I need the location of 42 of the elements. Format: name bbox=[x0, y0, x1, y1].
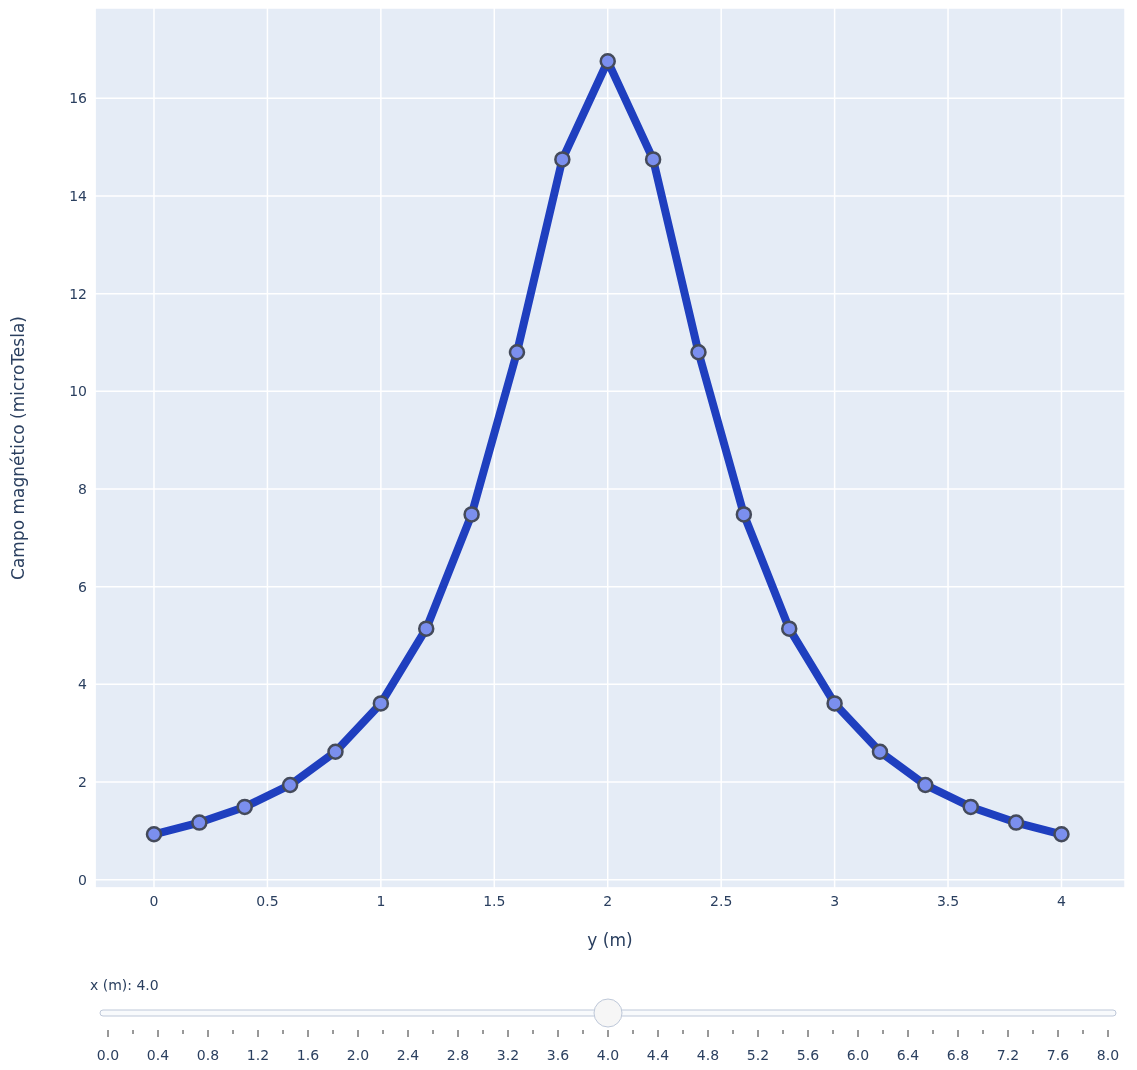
y-tick-label: 16 bbox=[69, 90, 88, 107]
x-axis-title: y (m) bbox=[587, 930, 633, 950]
text: x (m): 4.0 bbox=[90, 977, 159, 993]
x-tick-label: 0 bbox=[149, 892, 159, 909]
text: 0.8 bbox=[196, 1047, 220, 1063]
text: 5.2 bbox=[746, 1047, 770, 1063]
text: 0.4 bbox=[146, 1047, 170, 1063]
text: 3.2 bbox=[496, 1047, 520, 1063]
text: 5.6 bbox=[796, 1047, 820, 1063]
x-tick-label: 4 bbox=[1057, 892, 1067, 909]
y-tick-label: 12 bbox=[69, 285, 87, 302]
text: 8.0 bbox=[1096, 1047, 1120, 1063]
y-tick-label: 8 bbox=[78, 480, 87, 497]
y-tick-label: 0 bbox=[78, 871, 87, 888]
text: 4.4 bbox=[646, 1047, 670, 1063]
y-tick-label: 14 bbox=[69, 187, 88, 204]
y-tick-label: 10 bbox=[69, 383, 87, 400]
text: 6.4 bbox=[896, 1047, 920, 1063]
y-axis-title: Campo magnético (microTesla) bbox=[8, 316, 29, 580]
text: 1.6 bbox=[296, 1047, 320, 1063]
x-tick-label: 0.5 bbox=[256, 892, 279, 909]
text: 7.6 bbox=[1046, 1047, 1070, 1063]
text: 7.2 bbox=[996, 1047, 1020, 1063]
x-tick-label: 1 bbox=[376, 892, 386, 909]
text: 0.0 bbox=[96, 1047, 120, 1063]
x-tick-label: 3.5 bbox=[936, 892, 960, 909]
y-tick-label: 2 bbox=[78, 774, 87, 790]
y-tick-label: 6 bbox=[78, 578, 88, 595]
text: 6.8 bbox=[946, 1047, 970, 1063]
y-tick-label: 4 bbox=[78, 676, 88, 693]
text: 2.8 bbox=[446, 1047, 470, 1063]
x-tick-label: 2 bbox=[603, 892, 613, 909]
text: 4.8 bbox=[696, 1047, 720, 1063]
x-tick-label: 2.5 bbox=[710, 892, 733, 909]
text: 4.0 bbox=[596, 1047, 620, 1063]
x-tick-label: 3 bbox=[830, 892, 840, 909]
text: 6.0 bbox=[846, 1047, 870, 1063]
text: 3.6 bbox=[546, 1047, 570, 1063]
text: 1.2 bbox=[246, 1047, 270, 1063]
x-tick-label: 1.5 bbox=[483, 892, 506, 909]
text: 2.4 bbox=[396, 1047, 420, 1063]
text: 2.0 bbox=[346, 1047, 370, 1063]
